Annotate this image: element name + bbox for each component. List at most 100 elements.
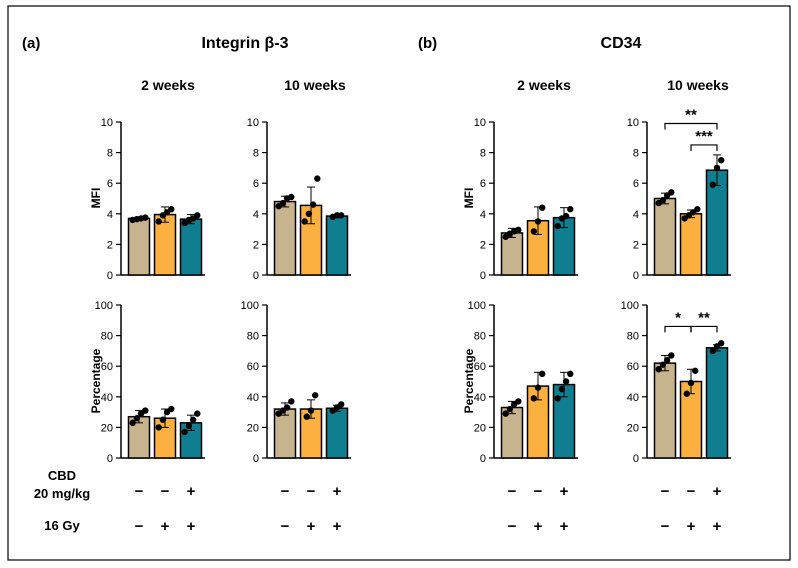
- cd34-mfi-2w-data-point: [539, 204, 546, 211]
- cd34-mfi-2w-chart: 0 2 4 6 8 10: [474, 117, 578, 282]
- integrin-mfi-10w-y-tick-label: 2: [253, 239, 259, 251]
- y-label-b-mfi: MFI: [462, 188, 476, 209]
- integrin-pct-10w-bar: [325, 407, 349, 459]
- cd34-pct-10w-data-point: [659, 361, 667, 368]
- integrin-mfi-2w-data-point: [142, 214, 149, 221]
- panel-b-letter: (b): [418, 35, 437, 52]
- cbd-sign: +: [713, 483, 722, 500]
- cd34-pct-2w-y-tick-label: 80: [474, 331, 486, 343]
- cd34-pct-10w-data-point: [687, 379, 695, 387]
- cd34-mfi-2w-y-tick-label: 4: [480, 209, 486, 221]
- cd34-pct-10w-data-point: [718, 340, 725, 347]
- cd34-pct-10w-bar: [705, 347, 729, 459]
- integrin-mfi-10w-data-point: [279, 199, 287, 207]
- cbd-sign: +: [187, 483, 196, 500]
- integrin-pct-2w-y-tick-label: 40: [101, 392, 113, 404]
- cbd-sign: −: [281, 483, 290, 500]
- y-label-a-percentage: Percentage: [89, 348, 103, 413]
- cd34-mfi-2w-data-point: [562, 212, 570, 220]
- cd34-mfi-10w-data-point: [709, 181, 716, 188]
- integrin-mfi-10w-y-tick-label: 0: [253, 270, 259, 282]
- gy-sign: +: [333, 518, 342, 535]
- integrin-mfi-2w-bar: [179, 218, 203, 276]
- panel-b-title: CD34: [601, 35, 642, 52]
- cd34-mfi-2w-y-tick-label: 0: [480, 270, 486, 282]
- cd34-pct-10w-significance-label: *: [675, 309, 681, 326]
- integrin-pct-2w-data-point: [185, 422, 193, 430]
- integrin-mfi-2w-chart: 0 2 4 6 8 10: [101, 117, 205, 282]
- integrin-mfi-10w-data-point: [301, 218, 308, 225]
- integrin-mfi-2w-y-tick-label: 6: [107, 178, 113, 190]
- cd34-mfi-10w-y-tick-label: 2: [633, 239, 639, 251]
- gy-sign: +: [161, 518, 170, 535]
- treatment-label-dose: 20 mg/kg: [34, 486, 90, 501]
- cd34-pct-2w-y-tick-label: 100: [468, 300, 486, 312]
- integrin-mfi-10w-y-tick-label: 4: [253, 209, 259, 221]
- integrin-pct-2w-data-point: [129, 419, 136, 427]
- cd34-pct-2w-data-point: [502, 410, 509, 417]
- integrin-mfi-10w-data-point: [338, 212, 345, 219]
- integrin-pct-10w-data-point: [338, 401, 345, 408]
- gy-sign: +: [187, 518, 196, 535]
- cd34-mfi-10w-bar: [653, 197, 677, 276]
- gy-sign: +: [560, 518, 569, 535]
- cd34-pct-2w-y-tick-label: 40: [474, 392, 486, 404]
- integrin-mfi-2w-data-point: [155, 218, 162, 225]
- cd34-pct-10w-significance-label: **: [698, 309, 710, 326]
- treatment-label-cbd: CBD: [48, 468, 76, 483]
- integrin-pct-2w-data-point: [189, 416, 197, 423]
- integrin-pct-10w-data-point: [312, 392, 319, 399]
- integrin-pct-2w-data-point: [159, 416, 167, 423]
- cd34-mfi-10w-data-point: [718, 157, 725, 164]
- cbd-sign: +: [333, 483, 342, 500]
- cd34-pct-2w-data-point: [515, 398, 522, 405]
- col-title-a-10w: 10 weeks: [284, 77, 346, 93]
- integrin-pct-10w-y-tick-label: 20: [247, 422, 259, 434]
- cd34-pct-10w-data-point: [655, 366, 662, 373]
- cd34-mfi-2w-data-point: [534, 218, 542, 225]
- cd34-mfi-10w-y-tick-label: 8: [633, 148, 639, 160]
- integrin-pct-10w-y-tick-label: 60: [247, 361, 259, 373]
- cd34-pct-2w-data-point: [562, 378, 570, 385]
- cd34-pct-2w-data-point: [534, 384, 542, 391]
- integrin-mfi-2w-data-point: [194, 212, 201, 219]
- treatment-signs: −−−+++−−−+++−−−+++−−−+++: [135, 483, 722, 535]
- cd34-pct-10w-y-tick-label: 0: [633, 453, 639, 465]
- cd34-mfi-10w-significance-bracket: [690, 144, 718, 151]
- integrin-mfi-10w-data-point: [314, 175, 321, 182]
- cd34-pct-10w-data-point: [683, 390, 690, 397]
- cd34-mfi-10w-significance-label: ***: [695, 128, 713, 145]
- cbd-sign: −: [307, 483, 316, 500]
- cd34-mfi-10w-data-point: [668, 189, 675, 196]
- cd34-pct-2w-data-point: [506, 405, 514, 413]
- gy-sign: +: [687, 518, 696, 535]
- cd34-mfi-10w-data-point: [659, 196, 667, 204]
- integrin-pct-2w-y-tick-label: 20: [101, 422, 113, 434]
- integrin-mfi-10w-y-tick-label: 6: [253, 178, 259, 190]
- integrin-pct-10w-y-tick-label: 0: [253, 453, 259, 465]
- cd34-pct-2w-data-point: [558, 385, 566, 393]
- cd34-pct-2w-data-point: [539, 370, 546, 378]
- integrin-mfi-2w-y-tick-label: 0: [107, 270, 113, 282]
- integrin-mfi-10w-y-tick-label: 10: [247, 117, 259, 129]
- integrin-pct-10w-data-point: [288, 398, 295, 405]
- cbd-sign: −: [687, 483, 696, 500]
- integrin-pct-2w-y-tick-label: 60: [101, 361, 113, 373]
- panel-a-letter: (a): [22, 35, 40, 52]
- integrin-pct-2w-data-point: [168, 405, 175, 413]
- cd34-mfi-10w-significance-bracket: [664, 122, 718, 130]
- cd34-mfi-2w-data-point: [554, 222, 561, 230]
- cd34-mfi-2w-y-tick-label: 10: [474, 117, 486, 129]
- cd34-pct-10w-data-point: [709, 347, 716, 355]
- cd34-pct-2w-data-point: [554, 395, 561, 402]
- cbd-sign: −: [161, 483, 170, 500]
- integrin-mfi-10w-bar: [273, 200, 297, 276]
- y-label-b-percentage: Percentage: [462, 348, 476, 413]
- integrin-pct-10w-chart: 0 20 40 60 80 100: [241, 300, 351, 465]
- chart-panels: 0246810024681002040608010002040608010002…: [95, 107, 731, 465]
- integrin-pct-10w-data-point: [307, 407, 315, 414]
- integrin-pct-2w-data-point: [194, 410, 201, 417]
